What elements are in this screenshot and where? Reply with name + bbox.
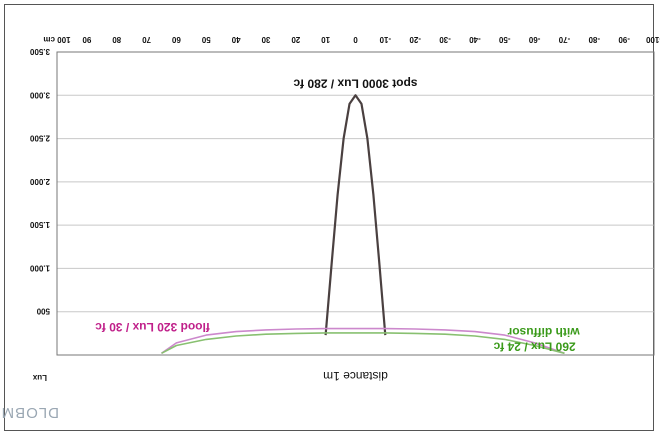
y-tick-label: 1.500 [29, 220, 50, 229]
annotation-label: with diffusor [507, 325, 580, 339]
x-axis-ticks: -100-90-80-70-60-50-40-30-20-10010203040… [43, 35, 660, 44]
annotation-label: 260 Lux / 24 fc [493, 339, 575, 353]
x-tick-label: 0 [353, 35, 358, 44]
series-line [161, 327, 565, 355]
x-tick-label: -60 [528, 35, 540, 44]
y-axis-ticks: 500 1.000 1.500 2.000 2.500 3.000 3.500 [29, 47, 50, 316]
series-line [161, 332, 565, 355]
x-tick-label: -100 [645, 35, 660, 44]
series-line [324, 94, 387, 336]
series-layer [161, 94, 565, 355]
x-tick-label: -50 [498, 35, 510, 44]
x-axis-label: distance 1m [323, 369, 388, 383]
chart-frame [4, 4, 654, 431]
x-tick-label: 30 [261, 35, 270, 44]
annotation-label: spot 3000 Lux / 280 fc [293, 77, 417, 91]
y-tick-label: 1.000 [29, 263, 50, 272]
x-tick-label: 40 [231, 35, 240, 44]
annotations: spot 3000 Lux / 280 fc flood 320 Lux / 30… [95, 77, 581, 354]
x-tick-label: 20 [291, 35, 300, 44]
y-tick-label: 2.500 [29, 134, 50, 143]
x-tick-label: -40 [469, 35, 481, 44]
y-axis-unit: Lux [32, 373, 47, 382]
x-tick-label: 80 [112, 35, 121, 44]
y-tick-label: 3.500 [29, 47, 50, 56]
y-tick-label: 500 [36, 307, 50, 316]
brand-logo-text: DLOBML [0, 404, 59, 421]
x-tick-label: -10 [379, 35, 391, 44]
x-tick-label: -90 [618, 35, 630, 44]
x-tick-label: 100 cm [43, 35, 70, 44]
x-tick-label: 70 [142, 35, 151, 44]
x-tick-label: 60 [171, 35, 180, 44]
x-tick-label: -80 [588, 35, 600, 44]
plot-area [56, 51, 655, 356]
x-tick-label: 50 [201, 35, 210, 44]
x-tick-label: -70 [558, 35, 570, 44]
x-tick-label: 90 [82, 35, 91, 44]
x-tick-label: -20 [409, 35, 421, 44]
annotation-label: flood 320 Lux / 30 fc [95, 320, 210, 334]
y-tick-label: 3.000 [29, 90, 50, 99]
x-tick-label: -30 [439, 35, 451, 44]
y-tick-label: 2.000 [29, 177, 50, 186]
x-tick-label: 10 [321, 35, 330, 44]
